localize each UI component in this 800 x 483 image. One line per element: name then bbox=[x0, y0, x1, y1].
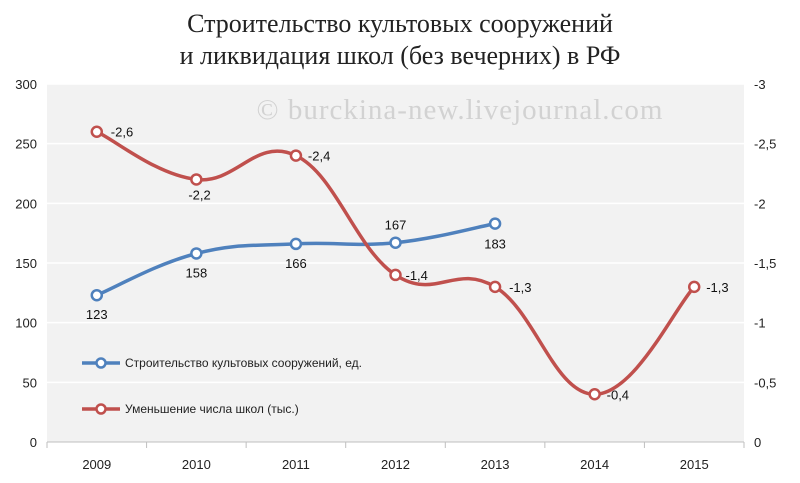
y-axis-right: 0 -0,5 -1 -1,5 -2 -2,5 -3 bbox=[754, 77, 776, 450]
x-tick-label: 2011 bbox=[282, 457, 310, 472]
y-right-tick-label: -3 bbox=[754, 77, 766, 92]
y-left-tick-label: 150 bbox=[15, 256, 37, 271]
series-2-point bbox=[588, 388, 601, 401]
series-1-point bbox=[389, 236, 402, 249]
legend-marker-2 bbox=[95, 403, 107, 415]
series-2-data-label: -1,3 bbox=[509, 280, 531, 295]
y-left-tick-label: 0 bbox=[30, 435, 37, 450]
x-tick-label: 2010 bbox=[182, 457, 211, 472]
y-left-tick-label: 50 bbox=[23, 375, 37, 390]
x-tick-label: 2013 bbox=[481, 457, 510, 472]
legend-marker-1 bbox=[95, 357, 107, 369]
y-right-tick-label: -1,5 bbox=[754, 256, 776, 271]
series-1-point bbox=[90, 288, 104, 302]
y-left-tick-label: 300 bbox=[15, 77, 37, 92]
watermark: © burckina-new.livejournal.com bbox=[257, 94, 664, 126]
x-tick-label: 2014 bbox=[580, 457, 609, 472]
y-axis-left: 0 50 100 150 200 250 300 bbox=[15, 77, 37, 450]
series-2-data-label: -2,2 bbox=[188, 187, 210, 202]
series-2-point bbox=[190, 173, 203, 186]
series-1-data-label: 166 bbox=[285, 256, 307, 271]
x-tick-label: 2009 bbox=[82, 457, 111, 472]
series-2-data-label: -2,4 bbox=[308, 149, 330, 164]
series-1-point bbox=[289, 237, 303, 251]
series-1-data-label: 158 bbox=[186, 265, 208, 280]
series-2-data-label: -2,6 bbox=[111, 125, 133, 140]
series-2-data-label: -0,4 bbox=[607, 387, 629, 402]
legend-label-2: Уменьшение числа школ (тыс.) bbox=[125, 402, 299, 416]
gridlines bbox=[47, 83, 744, 384]
series-1-point bbox=[190, 247, 203, 260]
series-2-point bbox=[289, 149, 303, 162]
series-2-data-label: -1,4 bbox=[406, 268, 428, 283]
y-left-tick-label: 100 bbox=[15, 316, 37, 331]
y-left-tick-label: 250 bbox=[15, 137, 37, 152]
y-right-tick-label: -1 bbox=[754, 316, 766, 331]
series-2-point bbox=[90, 125, 104, 138]
series-2-point bbox=[389, 268, 402, 282]
chart-title-line-1: Строительство культовых сооружений bbox=[187, 9, 613, 38]
y-right-tick-label: -2 bbox=[754, 196, 766, 211]
series-2-data-label: -1,3 bbox=[706, 280, 728, 295]
y-right-tick-label: 0 bbox=[754, 435, 761, 450]
x-tick-label: 2012 bbox=[381, 457, 410, 472]
series-2-point bbox=[687, 280, 701, 294]
legend: Строительство культовых сооружений, ед. У… bbox=[82, 356, 362, 416]
y-right-tick-label: -2,5 bbox=[754, 137, 776, 152]
series-layer: 123 158 166 167 183 -2,6 -2,2 -2,4 -1,4 -1,3 -0,4 -… bbox=[86, 125, 729, 403]
y-right-tick-label: -0,5 bbox=[754, 375, 776, 390]
series-1-data-label: 183 bbox=[484, 237, 506, 252]
x-tick-label: 2015 bbox=[680, 457, 709, 472]
x-axis-ticks: 2009 2010 2011 2012 2013 2014 2015 bbox=[46, 442, 745, 472]
y-left-tick-label: 200 bbox=[15, 196, 37, 211]
legend-label-1: Строительство культовых сооружений, ед. bbox=[125, 356, 362, 370]
series-1-data-label: 123 bbox=[86, 307, 108, 322]
series-2-point bbox=[488, 280, 502, 294]
chart-title-line-2: и ликвидация школ (без вечерних) в РФ bbox=[180, 41, 621, 70]
series-1-point bbox=[488, 217, 502, 230]
series-1-data-label: 167 bbox=[385, 218, 407, 233]
